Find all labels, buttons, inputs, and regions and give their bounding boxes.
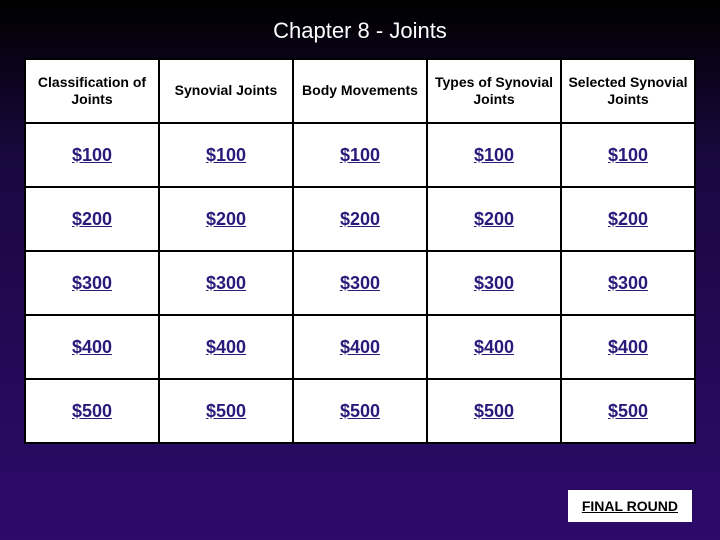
category-header: Types of Synovial Joints bbox=[427, 59, 561, 123]
value-cell[interactable]: $100 bbox=[474, 145, 514, 165]
value-cell[interactable]: $300 bbox=[72, 273, 112, 293]
value-row: $200 $200 $200 $200 $200 bbox=[25, 187, 695, 251]
value-cell[interactable]: $200 bbox=[206, 209, 246, 229]
category-header: Selected Synovial Joints bbox=[561, 59, 695, 123]
final-round-button[interactable]: FINAL ROUND bbox=[568, 490, 692, 522]
value-cell[interactable]: $100 bbox=[340, 145, 380, 165]
value-cell[interactable]: $500 bbox=[474, 401, 514, 421]
value-row: $100 $100 $100 $100 $100 bbox=[25, 123, 695, 187]
value-cell[interactable]: $200 bbox=[72, 209, 112, 229]
value-cell[interactable]: $500 bbox=[206, 401, 246, 421]
value-cell[interactable]: $400 bbox=[206, 337, 246, 357]
value-cell[interactable]: $200 bbox=[474, 209, 514, 229]
value-cell[interactable]: $400 bbox=[340, 337, 380, 357]
value-cell[interactable]: $400 bbox=[474, 337, 514, 357]
value-cell[interactable]: $300 bbox=[340, 273, 380, 293]
value-cell[interactable]: $400 bbox=[72, 337, 112, 357]
value-cell[interactable]: $100 bbox=[608, 145, 648, 165]
category-header: Body Movements bbox=[293, 59, 427, 123]
value-row: $300 $300 $300 $300 $300 bbox=[25, 251, 695, 315]
value-cell[interactable]: $200 bbox=[608, 209, 648, 229]
value-cell[interactable]: $500 bbox=[608, 401, 648, 421]
value-cell[interactable]: $300 bbox=[206, 273, 246, 293]
value-cell[interactable]: $500 bbox=[340, 401, 380, 421]
value-cell[interactable]: $200 bbox=[340, 209, 380, 229]
category-header: Classification of Joints bbox=[25, 59, 159, 123]
category-header: Synovial Joints bbox=[159, 59, 293, 123]
page-title: Chapter 8 - Joints bbox=[0, 0, 720, 58]
value-cell[interactable]: $100 bbox=[206, 145, 246, 165]
category-row: Classification of Joints Synovial Joints… bbox=[25, 59, 695, 123]
value-cell[interactable]: $500 bbox=[72, 401, 112, 421]
value-cell[interactable]: $400 bbox=[608, 337, 648, 357]
value-row: $400 $400 $400 $400 $400 bbox=[25, 315, 695, 379]
value-cell[interactable]: $100 bbox=[72, 145, 112, 165]
jeopardy-board: Classification of Joints Synovial Joints… bbox=[24, 58, 696, 444]
value-row: $500 $500 $500 $500 $500 bbox=[25, 379, 695, 443]
value-cell[interactable]: $300 bbox=[608, 273, 648, 293]
value-cell[interactable]: $300 bbox=[474, 273, 514, 293]
